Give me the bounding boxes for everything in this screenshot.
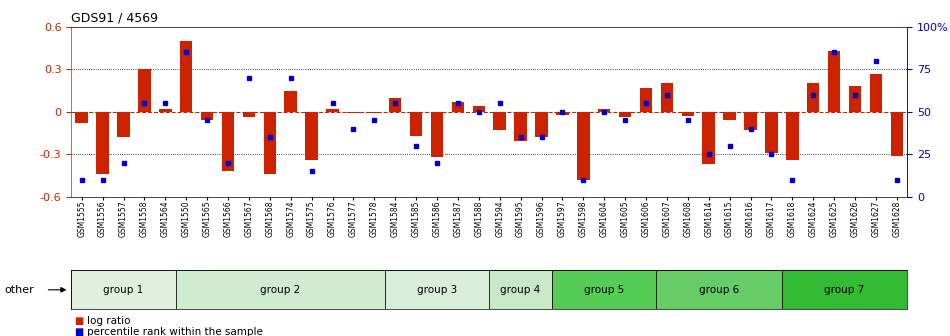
Bar — [159, 109, 172, 112]
Bar — [598, 109, 611, 112]
Bar — [618, 112, 632, 117]
Bar — [389, 97, 402, 112]
Text: ■: ■ — [74, 327, 84, 336]
Text: group 1: group 1 — [104, 285, 143, 295]
Text: group 7: group 7 — [825, 285, 864, 295]
Bar — [75, 112, 88, 123]
Bar — [556, 112, 569, 115]
Bar — [723, 112, 736, 120]
Text: group 2: group 2 — [260, 285, 300, 295]
Bar — [786, 112, 799, 160]
Bar — [577, 112, 590, 179]
Bar — [451, 102, 465, 112]
Bar — [765, 112, 778, 153]
Bar — [656, 270, 782, 309]
Bar — [96, 112, 109, 174]
Bar — [681, 112, 694, 116]
Text: other: other — [5, 285, 34, 295]
Bar — [326, 109, 339, 112]
Bar — [221, 112, 235, 171]
Text: group 5: group 5 — [584, 285, 624, 295]
Bar — [848, 86, 862, 112]
Bar — [472, 106, 485, 112]
Bar — [702, 112, 715, 164]
Bar — [180, 41, 193, 112]
Bar — [430, 112, 444, 157]
Bar — [385, 270, 489, 309]
Bar — [493, 112, 506, 130]
Text: group 3: group 3 — [417, 285, 457, 295]
Bar — [368, 112, 381, 113]
Bar — [782, 270, 907, 309]
Bar — [660, 83, 674, 112]
Bar — [71, 270, 176, 309]
Bar — [827, 51, 841, 112]
Bar — [552, 270, 656, 309]
Bar — [305, 112, 318, 160]
Bar — [409, 112, 423, 136]
Text: percentile rank within the sample: percentile rank within the sample — [87, 327, 263, 336]
Bar — [869, 74, 883, 112]
Bar — [284, 90, 297, 112]
Bar — [514, 112, 527, 141]
Text: log ratio: log ratio — [87, 316, 131, 326]
Text: group 6: group 6 — [699, 285, 739, 295]
Bar — [890, 112, 903, 156]
Text: ■: ■ — [74, 316, 84, 326]
Bar — [242, 112, 256, 117]
Bar — [639, 88, 653, 112]
Bar — [347, 112, 360, 113]
Bar — [535, 112, 548, 137]
Bar — [263, 112, 276, 174]
Text: GDS91 / 4569: GDS91 / 4569 — [71, 11, 159, 24]
Text: group 4: group 4 — [501, 285, 541, 295]
Bar — [489, 270, 552, 309]
Bar — [117, 112, 130, 137]
Bar — [200, 112, 214, 120]
Bar — [138, 69, 151, 112]
Bar — [176, 270, 385, 309]
Bar — [744, 112, 757, 130]
Bar — [807, 83, 820, 112]
